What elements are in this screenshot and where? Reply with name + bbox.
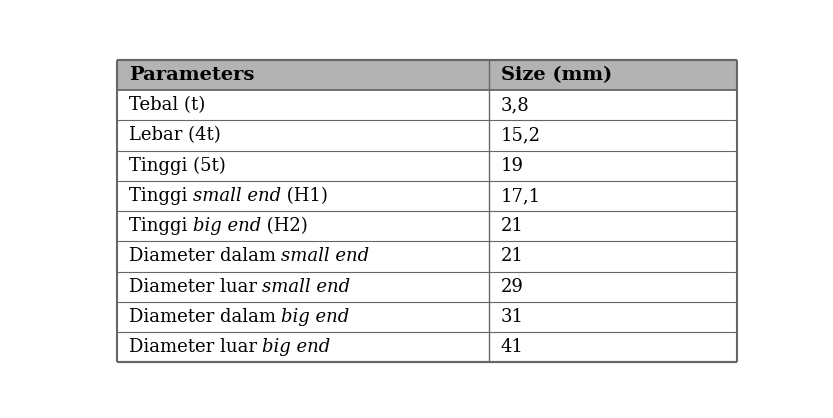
- Text: big end: big end: [262, 338, 331, 356]
- Bar: [117, 272, 737, 302]
- Bar: [117, 332, 737, 362]
- Text: Tinggi: Tinggi: [128, 217, 192, 235]
- Text: 31: 31: [501, 308, 523, 326]
- Text: 21: 21: [501, 247, 523, 265]
- Text: big end: big end: [192, 217, 261, 235]
- Text: small end: small end: [192, 187, 281, 205]
- Bar: [117, 120, 737, 150]
- Text: (H2): (H2): [261, 217, 307, 235]
- Text: Tebal (t): Tebal (t): [128, 96, 205, 114]
- Text: 41: 41: [501, 338, 523, 356]
- Text: Diameter dalam: Diameter dalam: [128, 247, 282, 265]
- Text: 17,1: 17,1: [501, 187, 541, 205]
- Text: Diameter luar: Diameter luar: [128, 278, 262, 296]
- Text: 19: 19: [501, 157, 523, 175]
- Text: Lebar (4t): Lebar (4t): [128, 127, 221, 145]
- Text: Tinggi (5t): Tinggi (5t): [128, 157, 226, 175]
- Text: Diameter luar: Diameter luar: [128, 338, 262, 356]
- Text: small end: small end: [262, 278, 351, 296]
- Text: big end: big end: [282, 308, 350, 326]
- Text: 21: 21: [501, 217, 523, 235]
- Bar: [117, 90, 737, 120]
- Bar: [117, 211, 737, 241]
- Text: Diameter dalam: Diameter dalam: [128, 308, 282, 326]
- Bar: [117, 150, 737, 181]
- Text: 15,2: 15,2: [501, 127, 541, 145]
- Text: small end: small end: [282, 247, 370, 265]
- Text: 29: 29: [501, 278, 523, 296]
- Bar: [117, 241, 737, 272]
- Text: Tinggi: Tinggi: [128, 187, 192, 205]
- Text: Size (mm): Size (mm): [501, 66, 611, 84]
- Text: 3,8: 3,8: [501, 96, 529, 114]
- Bar: [117, 181, 737, 211]
- Text: Parameters: Parameters: [128, 66, 254, 84]
- Bar: [117, 60, 737, 90]
- Text: (H1): (H1): [281, 187, 327, 205]
- Bar: [117, 302, 737, 332]
